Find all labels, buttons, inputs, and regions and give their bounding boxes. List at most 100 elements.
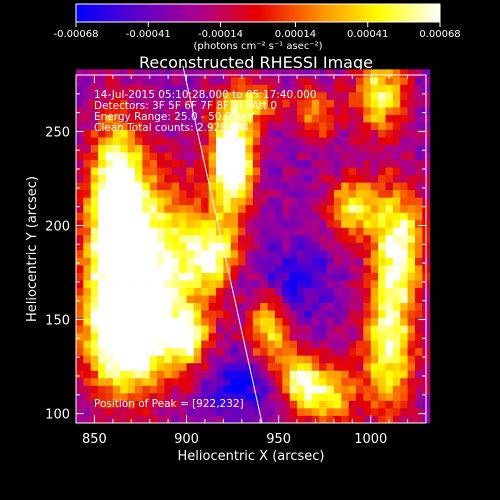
heatmap-cell [193, 400, 202, 409]
heatmap-cell [193, 106, 202, 115]
heatmap-cell [179, 355, 187, 364]
heatmap-cell [297, 385, 305, 394]
heatmap-cell [223, 317, 232, 326]
heatmap-cell [105, 370, 114, 379]
heatmap-cell [378, 137, 386, 145]
heatmap-cell [326, 152, 335, 161]
heatmap-cell [356, 302, 364, 311]
heatmap-cell [157, 84, 165, 93]
heatmap-cell [76, 69, 84, 78]
heatmap-cell [304, 69, 313, 78]
heatmap-cell [304, 137, 313, 145]
heatmap-cell [385, 242, 394, 251]
heatmap-cell [112, 144, 121, 153]
heatmap-cell [370, 257, 379, 266]
heatmap-cell [407, 362, 416, 371]
heatmap-cell [83, 362, 92, 371]
heatmap-cell [76, 332, 84, 341]
heatmap-cell [83, 137, 92, 145]
heatmap-cell [98, 129, 106, 138]
heatmap-cell [400, 234, 408, 243]
heatmap-cell [282, 76, 291, 85]
heatmap-cell [282, 137, 291, 145]
heatmap-cell [179, 212, 187, 221]
heatmap-cell [245, 212, 254, 221]
heatmap-cell [112, 287, 121, 296]
heatmap-cell [348, 227, 357, 236]
heatmap-cell [149, 144, 158, 153]
heatmap-cell [230, 385, 239, 394]
heatmap-cell [311, 76, 320, 85]
heatmap-cell [326, 204, 335, 213]
heatmap-cell [348, 242, 357, 251]
heatmap-cell [274, 152, 283, 161]
heatmap-cell [120, 264, 128, 273]
heatmap-cell [414, 144, 423, 153]
heatmap-cell [400, 415, 408, 424]
heatmap-cell [378, 76, 386, 85]
x-tick-label: 1000 [354, 432, 387, 447]
heatmap-cell [407, 332, 416, 341]
heatmap-cell [282, 99, 291, 108]
heatmap-cell [326, 137, 335, 145]
heatmap-cell [304, 122, 313, 130]
heatmap-cell [333, 84, 342, 93]
heatmap-cell [297, 159, 305, 168]
heatmap-cell [245, 234, 254, 243]
heatmap-cell [407, 280, 416, 288]
heatmap-cell [311, 385, 320, 394]
heatmap-cell [414, 234, 423, 243]
heatmap-cell [216, 377, 224, 386]
heatmap-cell [230, 242, 239, 251]
heatmap-cell [134, 264, 143, 273]
heatmap-cell [120, 362, 128, 371]
heatmap-cell [120, 257, 128, 266]
heatmap-cell [370, 137, 379, 145]
heatmap-cell [363, 114, 372, 123]
heatmap-cell [282, 362, 291, 371]
heatmap-cell [304, 264, 313, 273]
heatmap-cell [260, 325, 268, 334]
heatmap-cell [98, 332, 106, 341]
heatmap-cell [400, 152, 408, 161]
heatmap-cell [230, 302, 239, 311]
heatmap-cell [112, 392, 121, 401]
heatmap-cell [274, 84, 283, 93]
heatmap-cell [120, 114, 128, 123]
heatmap-cell [378, 106, 386, 115]
heatmap-cell [392, 385, 401, 394]
heatmap-cell [326, 69, 335, 78]
heatmap-cell [112, 69, 121, 78]
heatmap-cell [98, 272, 106, 281]
heatmap-cell [171, 415, 180, 424]
heatmap-cell [407, 400, 416, 409]
heatmap-cell [186, 347, 195, 356]
heatmap-cell [171, 152, 180, 161]
heatmap-cell [216, 69, 224, 78]
heatmap-cell [304, 302, 313, 311]
heatmap-cell [400, 302, 408, 311]
heatmap-cell [385, 152, 394, 161]
heatmap-cell [304, 385, 313, 394]
heatmap-cell [223, 392, 232, 401]
heatmap-cell [356, 325, 364, 334]
heatmap-cell [274, 189, 283, 198]
heatmap-cell [297, 219, 305, 228]
heatmap-cell [370, 129, 379, 138]
heatmap-cell [267, 174, 276, 183]
heatmap-cell [378, 347, 386, 356]
heatmap-cell [76, 114, 84, 123]
heatmap-cell [289, 227, 298, 236]
heatmap-cell [120, 249, 128, 258]
heatmap-cell [414, 355, 423, 364]
heatmap-cell [179, 317, 187, 326]
heatmap-cell [98, 144, 106, 153]
heatmap-cell [319, 182, 327, 191]
heatmap-cell [98, 317, 106, 326]
heatmap-cell [186, 99, 195, 108]
heatmap-cell [289, 370, 298, 379]
heatmap-cell [333, 272, 342, 281]
heatmap-cell [348, 355, 357, 364]
heatmap-cell [348, 114, 357, 123]
heatmap-cell [319, 264, 327, 273]
